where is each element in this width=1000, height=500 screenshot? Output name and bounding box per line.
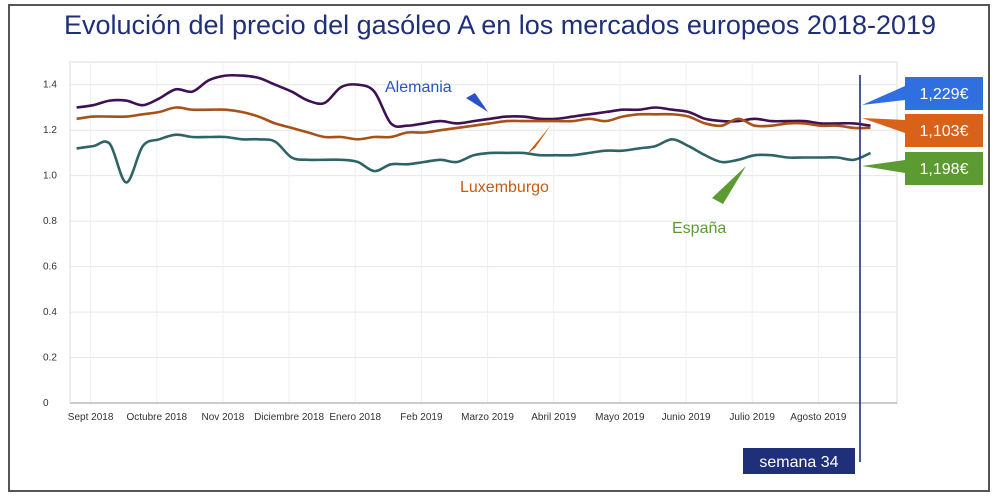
x-tick-label: Julio 2019 — [729, 412, 775, 423]
series-label-espana: España — [672, 220, 726, 237]
y-tick-label: 1.2 — [43, 125, 57, 136]
value-badge-alemania-text: 1,229€ — [920, 86, 969, 103]
series-line-espana — [76, 133, 872, 184]
label-arrow-luxemburgo — [527, 125, 551, 154]
plot-area — [69, 61, 898, 404]
label-arrow-alemania — [466, 93, 488, 112]
y-tick-label: 0.8 — [43, 216, 57, 227]
x-tick-label: Nov 2018 — [202, 412, 245, 423]
y-tick-label: 0.4 — [43, 307, 57, 318]
x-tick-label: Sept 2018 — [68, 412, 114, 423]
y-tick-label: 0.2 — [43, 353, 57, 364]
y-tick-label: 0.6 — [43, 262, 57, 273]
value-badge-luxemburgo-text: 1,103€ — [920, 123, 969, 140]
label-arrow-espana — [712, 166, 746, 204]
x-tick-label: Agosto 2019 — [790, 412, 847, 423]
value-badge-espana — [905, 152, 983, 185]
badge-pointer-luxemburgo — [862, 118, 905, 133]
y-tick-label: 0 — [43, 398, 49, 409]
x-tick-label: Enero 2018 — [329, 412, 381, 423]
series-label-luxemburgo: Luxemburgo — [460, 179, 549, 196]
badge-pointer-espana — [862, 160, 905, 173]
series-label-alemania: Alemania — [385, 79, 452, 96]
y-tick-label: 1.4 — [43, 80, 57, 91]
week-marker-badge — [743, 448, 855, 474]
chart-title: Evolución del precio del gasóleo A en lo… — [63, 10, 937, 40]
x-tick-label: Feb 2019 — [400, 412, 443, 423]
value-badge-alemania — [905, 77, 983, 110]
value-badge-espana-text: 1,198€ — [920, 161, 969, 178]
x-tick-label: Mayo 2019 — [595, 412, 645, 423]
x-tick-label: Junio 2019 — [662, 412, 711, 423]
week-marker-label: semana 34 — [759, 454, 838, 471]
badge-pointer-alemania — [862, 86, 905, 105]
value-badge-luxemburgo — [905, 114, 983, 147]
y-tick-label: 1.0 — [43, 171, 57, 182]
x-tick-label: Diciembre 2018 — [254, 412, 324, 423]
x-tick-label: Marzo 2019 — [461, 412, 514, 423]
x-tick-label: Abril 2019 — [531, 412, 576, 423]
series-line-luxemburgo — [76, 106, 871, 141]
series-line-alemania — [76, 73, 871, 128]
x-tick-label: Octubre 2018 — [126, 412, 187, 423]
